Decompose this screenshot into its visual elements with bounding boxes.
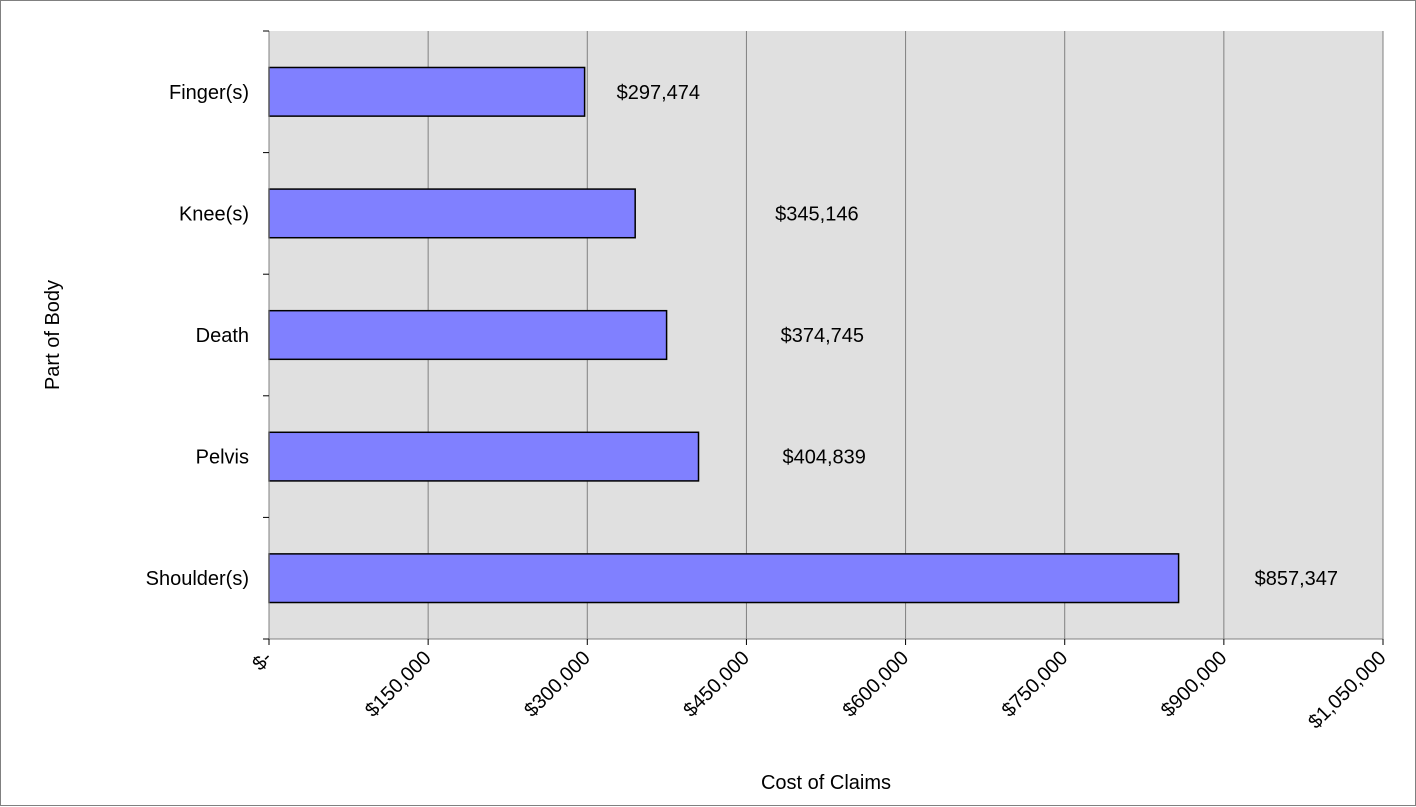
y-axis-title: Part of Body [42, 280, 64, 390]
data-label: $404,839 [783, 447, 866, 469]
axes [263, 30, 1384, 645]
x-tick-label: $900,000 [1157, 647, 1232, 722]
bars [268, 66, 1180, 604]
data-label: $374,745 [781, 325, 864, 347]
x-tick-label: $- [248, 647, 276, 675]
x-tick-label: $600,000 [839, 647, 914, 722]
x-axis-title: Cost of Claims [761, 772, 891, 794]
y-tick-label: Shoulder(s) [146, 568, 249, 590]
bar [268, 188, 636, 239]
bar [268, 431, 700, 482]
data-labels: $297,474 $345,146 $374,745 $404,839 $857,347 [617, 82, 1338, 590]
x-tick-label: $750,000 [998, 647, 1073, 722]
x-tick-label: $450,000 [679, 647, 754, 722]
bar [268, 66, 586, 117]
data-label: $297,474 [617, 82, 700, 104]
y-tick-label: Knee(s) [179, 203, 249, 225]
data-label: $345,146 [775, 203, 858, 225]
y-tick-label: Finger(s) [169, 82, 249, 104]
bar [268, 553, 1180, 604]
x-tick-labels: $- $150,000 $300,000 $450,000 $600,000 $750,0… [248, 647, 1390, 733]
bar [268, 309, 668, 361]
y-tick-labels: Finger(s) Knee(s) Death Pelvis Shoulder(s) [146, 82, 249, 590]
data-label: $857,347 [1255, 568, 1338, 590]
x-tick-label: $150,000 [361, 647, 436, 722]
x-tick-label: $1,050,000 [1304, 647, 1390, 733]
y-tick-label: Death [196, 325, 249, 347]
x-tick-label: $300,000 [520, 647, 595, 722]
y-tick-label: Pelvis [196, 447, 249, 469]
